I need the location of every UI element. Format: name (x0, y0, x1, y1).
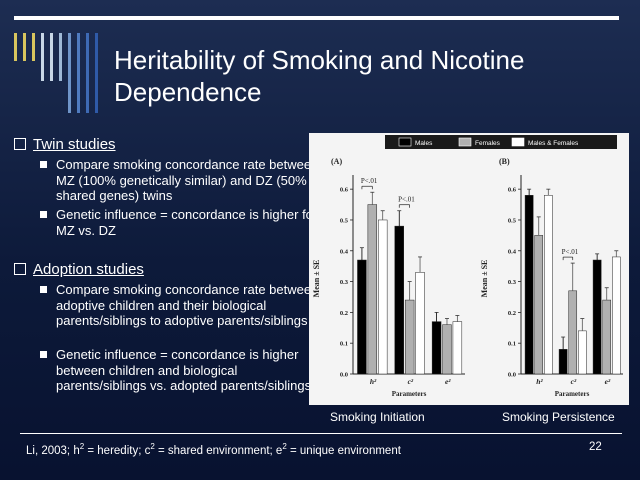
sub-bullet: Genetic influence = concordance is highe… (40, 347, 320, 394)
sub-bullet-text: Compare smoking concordance rate between… (56, 157, 319, 203)
y-tick-label: 0.0 (508, 372, 516, 379)
sub-bullet-text: Genetic influence = concordance is highe… (56, 207, 318, 238)
y-tick-label: 0.5 (508, 217, 517, 224)
legend-swatch (398, 137, 412, 147)
heritability-figure: Males Females Males & Females (A) 0.0 0.1 0.2 0… (309, 133, 629, 405)
stripe (68, 33, 71, 113)
top-rule (14, 16, 619, 20)
footer-rule (20, 433, 622, 434)
bar-chart-svg: Males Females Males & Females (A) 0.0 0.1 0.2 0… (312, 135, 623, 398)
x-tick-label: e² (445, 377, 451, 386)
bar (431, 321, 442, 375)
y-axis-label: Mean ± SE (312, 260, 321, 298)
bar (534, 235, 544, 375)
legend-label: Males (415, 140, 433, 147)
square-bullet-icon (40, 351, 47, 358)
stripe (14, 33, 17, 61)
y-tick-label: 0.3 (508, 279, 517, 286)
page-number: 22 (589, 441, 602, 453)
bar (357, 259, 367, 375)
stripe (41, 33, 44, 81)
bar (524, 195, 534, 375)
sub-bullet: Genetic influence = concordance is highe… (40, 207, 320, 238)
y-axis-label: Mean ± SE (480, 260, 489, 298)
sub-bullet-text: Genetic influence = concordance is highe… (56, 347, 312, 393)
square-bullet-icon (40, 286, 47, 293)
x-tick-label: e² (605, 377, 611, 386)
bar (404, 299, 415, 375)
y-tick-label: 0.5 (340, 217, 349, 224)
bar (612, 256, 621, 375)
y-tick-label: 0.2 (340, 310, 348, 317)
y-tick-label: 0.1 (508, 341, 516, 348)
bar (452, 321, 463, 375)
title-line-2: Dependence (114, 77, 262, 107)
stripe (50, 33, 53, 81)
checkbox-bullet-icon (14, 263, 26, 275)
x-tick-label: h² (536, 377, 543, 386)
sub-bullet: Compare smoking concordance rate between… (40, 157, 320, 204)
bar (415, 272, 425, 375)
bar (544, 195, 553, 375)
x-axis-label: Parameters (392, 390, 427, 398)
x-tick-label: c² (408, 377, 414, 386)
stripe (77, 33, 80, 113)
panel-label: (B) (499, 157, 510, 166)
legend-label: Females (475, 140, 501, 147)
legend-label: Males & Females (528, 140, 579, 147)
x-axis-label: Parameters (555, 390, 590, 398)
bullet-label: Adoption studies (33, 261, 144, 278)
y-tick-label: 0.0 (340, 372, 348, 379)
x-tick-label: h² (370, 377, 377, 386)
bar (602, 299, 612, 375)
bar (394, 225, 404, 375)
y-tick-label: 0.3 (340, 279, 349, 286)
y-tick-label: 0.2 (508, 310, 516, 317)
y-tick-label: 0.6 (508, 187, 517, 194)
bullet-adoption-studies: Adoption studies (14, 261, 144, 278)
bar (367, 204, 378, 375)
legend-swatch (458, 137, 472, 147)
significance-label: P<.01 (562, 248, 579, 256)
significance-label: P<.01 (361, 177, 378, 185)
bar (568, 290, 578, 375)
y-tick-label: 0.4 (340, 248, 349, 255)
sub-bullet: Compare smoking concordance rate between… (40, 282, 320, 329)
y-tick-label: 0.1 (340, 341, 348, 348)
panel-label: (A) (331, 157, 342, 166)
bar (378, 219, 388, 375)
title-line-1: Heritability of Smoking and Nicotine (114, 45, 525, 75)
slide-title: Heritability of Smoking and Nicotine Dep… (114, 44, 614, 108)
bullet-twin-studies: Twin studies (14, 136, 116, 153)
bar (578, 330, 587, 375)
checkbox-bullet-icon (14, 138, 26, 150)
stripe (32, 33, 35, 61)
bar (442, 324, 452, 375)
legend-box (385, 135, 617, 149)
bullet-label: Twin studies (33, 136, 116, 153)
sub-bullet-text: Compare smoking concordance rate between… (56, 282, 319, 328)
stripe (86, 33, 89, 113)
stripe (95, 33, 98, 113)
footer-citation: Li, 2003; h2 = heredity; c2 = shared env… (26, 442, 401, 457)
significance-label: P<.01 (398, 196, 415, 204)
stripe (23, 33, 26, 61)
caption-right: Smoking Persistence (502, 410, 615, 424)
bar (558, 349, 568, 375)
stripe (59, 33, 62, 81)
y-tick-label: 0.6 (340, 187, 349, 194)
y-tick-label: 0.4 (508, 248, 517, 255)
caption-left: Smoking Initiation (330, 410, 425, 424)
x-tick-label: c² (571, 377, 577, 386)
decorative-stripes (14, 33, 104, 113)
square-bullet-icon (40, 161, 47, 168)
square-bullet-icon (40, 211, 47, 218)
legend-swatch (511, 137, 525, 147)
bar (592, 259, 602, 375)
